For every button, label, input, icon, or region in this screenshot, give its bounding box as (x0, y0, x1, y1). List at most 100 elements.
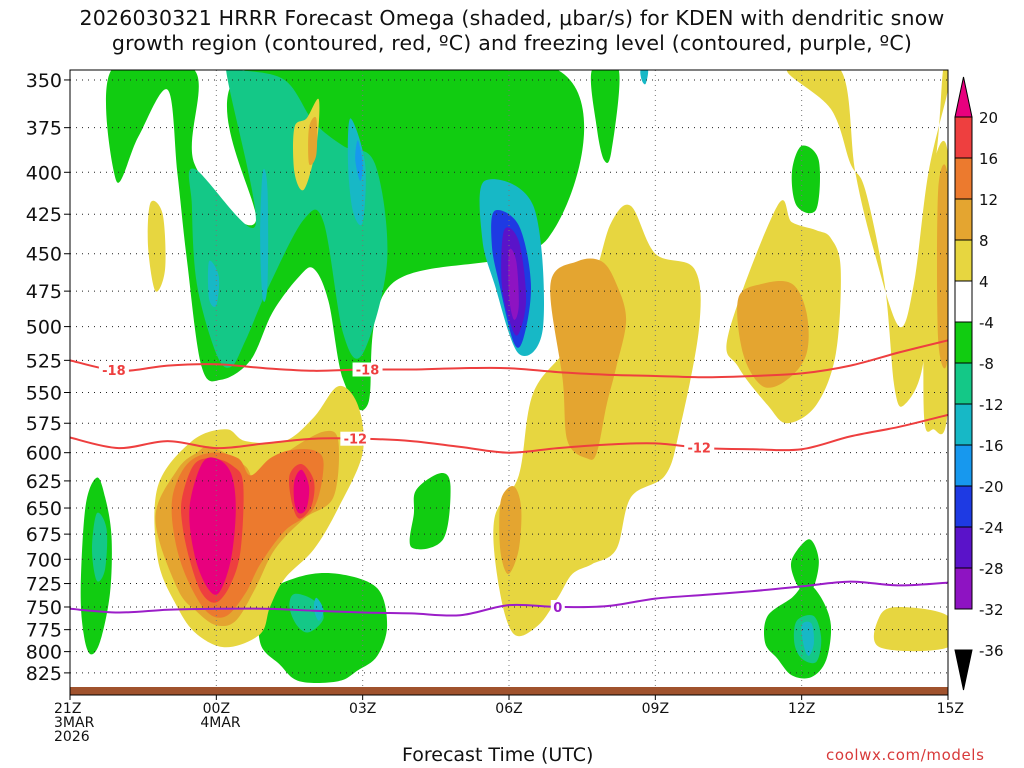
contour-label--18: -18 (356, 363, 380, 378)
x-axis-title: Forecast Time (UTC) (402, 744, 594, 766)
colorbar-label-12: 12 (979, 191, 998, 209)
omega-region-neg8-7 (790, 539, 819, 594)
omega-region-pos4-28 (786, 70, 948, 407)
colorbar: 20 16 12 8 4 -4 -8 -12 -16 -20 -24 -28 -32 -36 (954, 76, 1004, 691)
omega-region-pos8-34 (737, 281, 809, 388)
colorbar-bin (954, 362, 973, 405)
contour--18 (70, 339, 948, 379)
colorbar-top-arrow (954, 76, 973, 118)
y-tick-label-775: 775 (26, 620, 62, 642)
colorbar-bin (954, 444, 973, 487)
omega-region-neg12-8 (188, 70, 388, 368)
x-tick-label: 00Z (203, 701, 230, 717)
colorbar-label--8: -8 (979, 355, 994, 373)
contour-label--18: -18 (102, 364, 126, 379)
y-tick-label-700: 700 (26, 549, 62, 571)
omega-region-neg16-14 (347, 118, 366, 226)
omega-region-neg16-16 (313, 597, 324, 621)
contour-label--12: -12 (687, 442, 711, 457)
omega-region-pos8-32 (550, 258, 627, 460)
omega-region-neg28-22 (508, 248, 519, 320)
colorbar-label--12: -12 (979, 396, 1004, 414)
colorbar-label--24: -24 (979, 519, 1004, 537)
omega-region-neg8-2 (791, 145, 821, 214)
y-tick-label-750: 750 (26, 597, 62, 619)
omega-shading (80, 70, 948, 683)
x-tick-label: 12Z (788, 701, 815, 717)
chart-title-line2: growth region (contoured, red, ºC) and f… (111, 31, 913, 55)
colorbar-bin (954, 321, 973, 364)
x-tick-label: 3MAR (54, 715, 95, 731)
colorbar-label--28: -28 (979, 560, 1004, 578)
chart-title: 2026030321 HRRR Forecast Omega (shaded, … (0, 6, 1024, 56)
y-tick-label-675: 675 (26, 524, 62, 546)
colorbar-bin (954, 567, 973, 610)
omega-region-neg16-17 (801, 621, 814, 656)
x-tick-label: 06Z (495, 701, 522, 717)
colorbar-label-4: 4 (979, 273, 989, 291)
colorbar-bin (954, 116, 973, 159)
contour-label-bg (550, 599, 565, 614)
omega-region-pos8-31 (308, 116, 318, 166)
ground-surface (70, 687, 948, 695)
contour-label-bg (98, 362, 129, 377)
x-tick-label: 2026 (54, 729, 90, 745)
colorbar-label--36: -36 (979, 642, 1004, 660)
colorbar-bin (954, 280, 973, 323)
omega-region-pos20-41 (293, 469, 310, 514)
y-tick-label-475: 475 (26, 281, 62, 303)
x-tick-label: 21Z (54, 701, 81, 717)
colorbar-label--4: -4 (979, 314, 994, 332)
y-tick-label-625: 625 (26, 471, 62, 493)
colorbar-label--20: -20 (979, 478, 1004, 496)
x-tick-label: 15Z (937, 701, 964, 717)
omega-region-pos8-33 (499, 486, 522, 575)
omega-region-neg8-1 (590, 70, 620, 163)
omega-region-neg16-15 (640, 70, 649, 85)
colorbar-bin (954, 157, 973, 200)
source-credit: coolwx.com/models (826, 746, 985, 764)
y-tick-label-650: 650 (26, 498, 62, 520)
y-tick-label-600: 600 (26, 443, 62, 465)
omega-region-neg8-5 (409, 473, 451, 550)
y-tick-label-725: 725 (26, 574, 62, 596)
colorbar-bin (954, 198, 973, 241)
colorbar-bin (954, 403, 973, 446)
y-tick-label-400: 400 (26, 162, 62, 184)
y-tick-label-575: 575 (26, 413, 62, 435)
colorbar-bin (954, 239, 973, 282)
y-tick-label-425: 425 (26, 204, 62, 226)
omega-region-pos8-35 (937, 164, 948, 369)
x-tick-label: 4MAR (200, 715, 241, 731)
colorbar-label--16: -16 (979, 437, 1004, 455)
colorbar-bottom-arrow (954, 649, 973, 691)
contour-label--12: -12 (344, 433, 368, 448)
colorbar-bin (954, 526, 973, 569)
y-tick-label-450: 450 (26, 244, 62, 266)
omega-region-pos4-24 (147, 200, 166, 292)
chart-title-line1: 2026030321 HRRR Forecast Omega (shaded, … (79, 6, 945, 30)
contour-label-bg (684, 440, 715, 455)
y-tick-label-525: 525 (26, 350, 62, 372)
y-tick-label-800: 800 (26, 642, 62, 664)
colorbar-label-16: 16 (979, 150, 998, 168)
x-tick-label: 03Z (349, 701, 376, 717)
omega-region-pos20-40 (189, 457, 236, 595)
y-tick-label-825: 825 (26, 663, 62, 685)
colorbar-label-20: 20 (979, 109, 998, 127)
contour-label-bg (352, 362, 383, 377)
y-tick-label-375: 375 (26, 118, 62, 140)
contour-label-bg (340, 431, 371, 446)
colorbar-bin (954, 485, 973, 528)
omega-region-pos4-30 (873, 607, 948, 652)
omega-region-neg16-13 (260, 168, 269, 303)
y-tick-label-550: 550 (26, 383, 62, 405)
colorbar-label-8: 8 (979, 232, 989, 250)
temperature-contours: -18 -18 -12 -12 0 (70, 339, 948, 617)
colorbar-label--32: -32 (979, 601, 1004, 619)
omega-region-neg12-9 (92, 512, 108, 582)
omega-region-neg20-19 (355, 140, 363, 181)
y-tick-label-500: 500 (26, 317, 62, 339)
